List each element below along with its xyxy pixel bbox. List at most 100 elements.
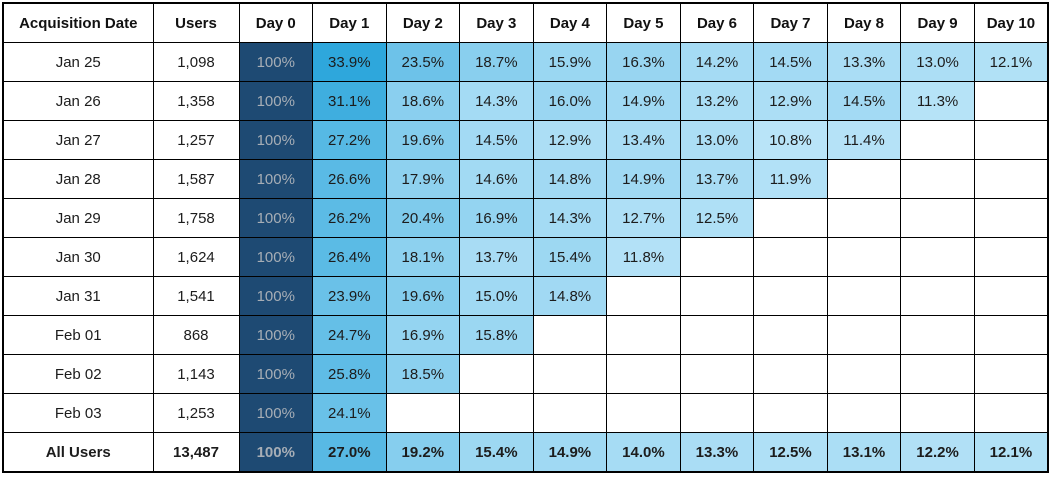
day0-retention-cell: 100% (238, 198, 314, 238)
empty-cell (973, 354, 1049, 394)
retention-cell: 12.1% (973, 42, 1049, 82)
retention-cell: 14.9% (606, 81, 681, 121)
empty-cell (973, 315, 1049, 355)
empty-cell (973, 237, 1049, 277)
day0-retention-cell: 100% (238, 237, 314, 277)
empty-cell (826, 276, 902, 316)
retention-cell: 15.9% (532, 42, 608, 82)
day0-retention-cell: 100% (238, 354, 314, 394)
retention-cell: 12.7% (606, 198, 681, 238)
column-header-day-7: Day 7 (753, 2, 828, 43)
cohort-row: Jan 26 1,358 100% 31.1% 18.6% 14.3% 16.0% 14.9%… (2, 81, 1049, 121)
empty-cell (459, 393, 534, 433)
empty-cell (606, 393, 681, 433)
cohort-date-cell: Jan 28 (2, 159, 154, 199)
cohort-row: Jan 25 1,098 100% 33.9% 23.5% 18.7% 15.9% 16.3%… (2, 42, 1049, 82)
retention-cell: 23.5% (385, 42, 461, 82)
retention-cell: 12.9% (753, 81, 828, 121)
empty-cell (606, 354, 681, 394)
cohort-date-cell: Jan 30 (2, 237, 154, 277)
column-header-day-6: Day 6 (679, 2, 755, 43)
cohort-row: Feb 03 1,253 100% 24.1% (2, 393, 1049, 433)
retention-cell: 15.8% (459, 315, 534, 355)
column-header-day-5: Day 5 (606, 2, 681, 43)
retention-cell: 14.0% (606, 432, 681, 473)
users-count-cell: 1,624 (152, 237, 240, 277)
retention-cell: 15.4% (532, 237, 608, 277)
table-body: Jan 25 1,098 100% 33.9% 23.5% 18.7% 15.9% 16.3%… (2, 42, 1049, 473)
empty-cell (900, 159, 975, 199)
day0-retention-cell: 100% (238, 276, 314, 316)
empty-cell (606, 276, 681, 316)
retention-cell: 31.1% (312, 81, 387, 121)
retention-cell: 15.0% (459, 276, 534, 316)
empty-cell (753, 315, 828, 355)
users-count-cell: 1,358 (152, 81, 240, 121)
retention-cell: 14.5% (459, 120, 534, 160)
retention-cell: 19.2% (385, 432, 461, 473)
header-row: Acquisition Date Users Day 0 Day 1 Day 2 Day … (2, 2, 1049, 43)
retention-cell: 16.9% (385, 315, 461, 355)
cohort-date-cell: Jan 29 (2, 198, 154, 238)
empty-cell (679, 276, 755, 316)
column-header-day-2: Day 2 (385, 2, 461, 43)
retention-cell: 12.2% (900, 432, 975, 473)
retention-cell: 14.9% (532, 432, 608, 473)
empty-cell (826, 315, 902, 355)
users-count-cell: 1,758 (152, 198, 240, 238)
retention-cell: 27.2% (312, 120, 387, 160)
retention-cell: 12.1% (973, 432, 1049, 473)
cohort-row: Jan 30 1,624 100% 26.4% 18.1% 13.7% 15.4% 11.8% (2, 237, 1049, 277)
empty-cell (900, 393, 975, 433)
retention-cell: 18.7% (459, 42, 534, 82)
retention-cell: 11.9% (753, 159, 828, 199)
retention-cell: 16.0% (532, 81, 608, 121)
retention-cell: 14.9% (606, 159, 681, 199)
day0-retention-cell: 100% (238, 432, 314, 473)
retention-cell: 12.5% (679, 198, 755, 238)
retention-cell: 11.3% (900, 81, 975, 121)
column-header-day-10: Day 10 (973, 2, 1049, 43)
column-header-day-4: Day 4 (532, 2, 608, 43)
empty-cell (900, 354, 975, 394)
empty-cell (532, 354, 608, 394)
empty-cell (606, 315, 681, 355)
cohort-date-cell: All Users (2, 432, 154, 473)
users-count-cell: 1,098 (152, 42, 240, 82)
empty-cell (459, 354, 534, 394)
retention-cell: 15.4% (459, 432, 534, 473)
cohort-row: Feb 02 1,143 100% 25.8% 18.5% (2, 354, 1049, 394)
retention-cell: 16.3% (606, 42, 681, 82)
day0-retention-cell: 100% (238, 81, 314, 121)
cohort-row: Jan 28 1,587 100% 26.6% 17.9% 14.6% 14.8% 14.9%… (2, 159, 1049, 199)
day0-retention-cell: 100% (238, 159, 314, 199)
column-header-day-1: Day 1 (312, 2, 387, 43)
retention-cell: 13.2% (679, 81, 755, 121)
empty-cell (973, 81, 1049, 121)
retention-cell: 14.3% (532, 198, 608, 238)
empty-cell (900, 315, 975, 355)
empty-cell (679, 237, 755, 277)
empty-cell (679, 354, 755, 394)
cohort-date-cell: Jan 25 (2, 42, 154, 82)
empty-cell (753, 393, 828, 433)
retention-cell: 19.6% (385, 120, 461, 160)
empty-cell (826, 159, 902, 199)
retention-cell: 24.1% (312, 393, 387, 433)
empty-cell (973, 393, 1049, 433)
retention-cell: 16.9% (459, 198, 534, 238)
empty-cell (679, 393, 755, 433)
empty-cell (753, 354, 828, 394)
cohort-date-cell: Feb 03 (2, 393, 154, 433)
empty-cell (900, 237, 975, 277)
column-header-day-8: Day 8 (826, 2, 902, 43)
empty-cell (826, 354, 902, 394)
cohort-date-cell: Feb 01 (2, 315, 154, 355)
retention-cell: 13.0% (679, 120, 755, 160)
retention-cell: 14.2% (679, 42, 755, 82)
retention-cell: 13.4% (606, 120, 681, 160)
retention-cell: 18.5% (385, 354, 461, 394)
empty-cell (753, 198, 828, 238)
retention-cell: 12.9% (532, 120, 608, 160)
empty-cell (973, 276, 1049, 316)
